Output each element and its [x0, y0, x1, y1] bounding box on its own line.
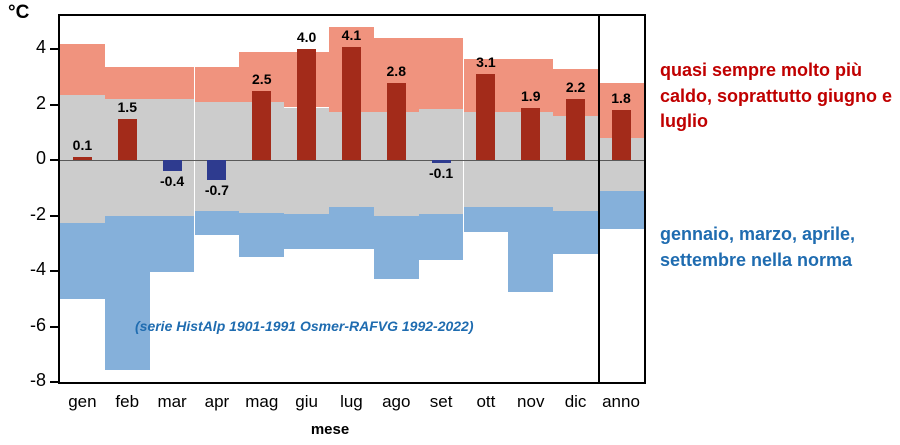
y-tick-label: -8: [29, 370, 46, 390]
bar-gen: [72, 157, 92, 161]
bar-feb: [117, 118, 137, 161]
y-tick: [50, 325, 58, 328]
y-tick-label: -6: [29, 314, 46, 335]
bar-mag: [252, 90, 272, 161]
y-tick-label: -2: [29, 203, 46, 224]
bar-value-mag: 2.5: [252, 70, 272, 87]
bar-ott: [476, 74, 496, 161]
plot-area: [58, 14, 646, 384]
y-tick: [50, 214, 58, 217]
band-cold: [104, 215, 150, 370]
band-cold: [284, 214, 329, 249]
y-axis-unit-label: °C: [8, 2, 30, 23]
annotation-warm: quasi sempre molto più caldo, soprattutt…: [660, 60, 892, 132]
x-axis-title: mese: [310, 421, 350, 438]
band-cold: [553, 211, 598, 255]
band-hot: [508, 58, 554, 112]
x-label-giu: giu: [295, 392, 318, 411]
x-label-ott: ott: [476, 392, 496, 411]
bar-giu: [297, 49, 317, 161]
band-cold: [463, 207, 509, 233]
source-note: (serie HistAlp 1901-1991 Osmer-RAFVG 199…: [135, 318, 474, 334]
annotation-normal: gennaio, marzo, aprile, settembre nella …: [660, 224, 856, 270]
bar-value-ago: 2.8: [386, 62, 406, 79]
x-label-set: set: [429, 392, 453, 411]
x-label-mar: mar: [157, 392, 187, 411]
bar-value-anno: 1.8: [611, 90, 631, 107]
bar-ago: [386, 82, 406, 161]
y-tick-label: -4: [29, 259, 46, 280]
x-label-apr: apr: [204, 392, 230, 411]
bar-value-ott: 3.1: [476, 54, 496, 71]
bar-value-apr: -0.7: [204, 181, 229, 198]
x-label-dic: dic: [564, 392, 587, 411]
bar-apr: [207, 160, 227, 180]
band-hot: [104, 67, 150, 100]
y-tick: [50, 103, 58, 106]
anno-column-divider: [598, 16, 600, 382]
band-normal: [149, 99, 195, 216]
bar-dic: [566, 99, 586, 161]
band-cold: [60, 222, 105, 299]
y-tick-label: 0: [35, 148, 46, 169]
band-cold: [373, 215, 419, 280]
band-cold: [194, 211, 240, 236]
band-cold: [508, 207, 554, 292]
y-tick-label: 4: [35, 37, 46, 58]
bar-mar: [162, 160, 182, 172]
bar-lug: [341, 46, 361, 161]
y-tick: [50, 381, 58, 383]
x-label-nov: nov: [517, 392, 545, 411]
x-label-feb: feb: [115, 392, 140, 411]
x-label-anno: anno: [602, 392, 640, 411]
bar-nov: [521, 107, 541, 161]
y-tick: [50, 48, 58, 51]
bar-value-giu: 4.0: [296, 29, 317, 46]
band-hot: [418, 38, 464, 109]
bar-value-feb: 1.5: [117, 98, 137, 115]
y-tick: [50, 159, 58, 162]
x-label-mag: mag: [245, 392, 279, 411]
y-tick-label: 2: [35, 92, 46, 113]
bar-value-nov: 1.9: [521, 87, 541, 104]
bar-value-lug: 4.1: [341, 26, 362, 43]
band-hot: [149, 67, 195, 100]
band-cold: [418, 214, 464, 260]
band-cold: [598, 190, 644, 230]
x-label-ago: ago: [382, 392, 411, 411]
band-cold: [239, 212, 285, 258]
bar-value-gen: 0.1: [72, 137, 93, 154]
bar-value-dic: 2.2: [565, 79, 586, 96]
bar-anno: [611, 110, 631, 161]
y-tick: [50, 270, 58, 273]
annotation-panel: quasi sempre molto più caldo, soprattutt…: [660, 0, 900, 445]
x-label-lug: lug: [340, 392, 363, 411]
band-hot: [194, 67, 240, 102]
zero-line: [60, 160, 644, 162]
temperature-anomaly-chart: °C 4 2 0 -2 -4 -6 -8 gen feb mar apr mag giu lug ago s…: [8, 2, 646, 438]
band-hot: [60, 43, 105, 95]
bar-value-set: -0.1: [429, 164, 454, 181]
x-label-gen: gen: [68, 392, 97, 411]
bar-value-mar: -0.4: [160, 173, 185, 190]
plot-inner: [60, 16, 644, 382]
band-cold: [149, 215, 195, 273]
bar-set: [431, 160, 451, 163]
band-cold: [329, 207, 374, 249]
band-normal: [194, 101, 240, 212]
